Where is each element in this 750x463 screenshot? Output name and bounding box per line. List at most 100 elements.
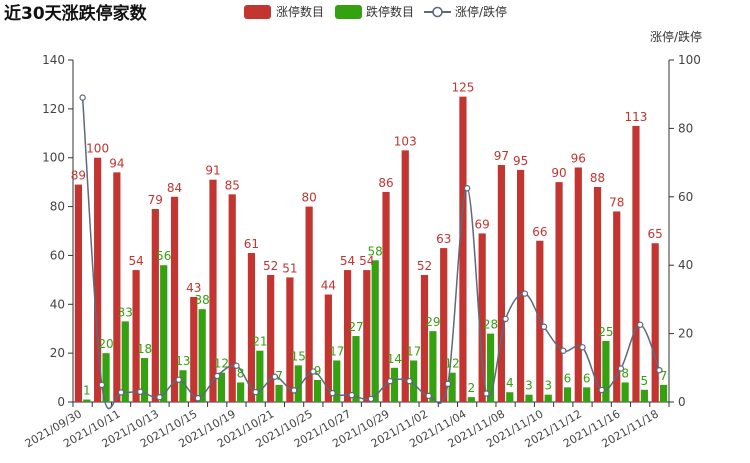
limit-up-data-label: 113 (625, 110, 648, 124)
legend-swatch-limit-down (335, 5, 362, 19)
y-left-tick-label: 60 (50, 248, 65, 262)
limit-up-data-label: 85 (225, 178, 240, 192)
ratio-point (348, 391, 355, 399)
limit-up-data-label: 54 (359, 254, 374, 268)
limit-down-bar (237, 382, 245, 402)
y-right-axis-name: 涨停/跌停 (650, 29, 702, 44)
limit-up-bar (613, 211, 621, 402)
limit-down-bar (390, 367, 399, 402)
legend-item-limit-down[interactable]: 跌停数目 (335, 4, 414, 19)
limit-down-bar (583, 387, 591, 402)
ratio-point (271, 373, 279, 380)
y-right-tick-label: 0 (678, 395, 686, 409)
ratio-point (117, 389, 125, 396)
limit-up-bar (651, 243, 659, 402)
ratio-point (137, 388, 144, 395)
ratio-point (636, 321, 644, 328)
limit-down-data-label: 7 (660, 369, 668, 383)
limit-up-data-label: 43 (186, 281, 201, 295)
limit-up-bar (324, 294, 332, 402)
ratio-point (483, 390, 490, 397)
ratio-point (213, 372, 221, 380)
limit-down-data-label: 6 (583, 371, 591, 385)
limit-up-bar (574, 167, 582, 402)
limit-down-data-label: 7 (275, 369, 283, 383)
limit-up-bar (132, 270, 140, 402)
limit-down-data-label: 56 (156, 249, 171, 263)
limit-down-bar (659, 384, 668, 402)
y-left-tick-label: 120 (42, 102, 65, 116)
limit-down-data-label: 15 (291, 349, 306, 363)
limit-down-data-label: 1 (83, 384, 91, 398)
limit-up-bar (632, 125, 640, 402)
legend-item-limit-up[interactable]: 涨停数目 (244, 4, 324, 19)
limit-up-bar (209, 179, 217, 402)
limit-up-data-label: 100 (86, 142, 109, 156)
limit-up-data-label: 61 (244, 237, 259, 251)
ratio-point (521, 290, 529, 297)
limit-up-bar (459, 96, 467, 403)
limit-up-bars (74, 96, 659, 403)
limit-down-bar (352, 336, 360, 402)
limit-down-bar (448, 372, 456, 402)
chart-title: 近30天涨跌停家数 (4, 3, 148, 24)
limit-up-data-label: 63 (436, 232, 451, 246)
data-labels: 8911002094335418795684134338911285861215… (71, 81, 668, 398)
limit-up-bar (247, 252, 256, 402)
limit-up-data-label: 125 (451, 81, 474, 95)
limit-down-bar (198, 309, 206, 402)
limit-up-data-label: 97 (494, 149, 509, 163)
limit-down-bar (121, 321, 129, 402)
limit-down-bar (621, 382, 629, 402)
limit-up-bar (74, 184, 83, 402)
ratio-point (502, 315, 509, 323)
ratio-point (329, 389, 336, 397)
y-left-tick-label: 80 (50, 200, 65, 214)
limit-up-data-label: 69 (475, 217, 490, 231)
ratio-point (406, 377, 413, 385)
limit-up-data-label: 52 (263, 259, 278, 273)
limit-up-bar (517, 169, 525, 402)
limit-up-bar (228, 194, 236, 402)
y-left-tick-label: 100 (42, 151, 65, 165)
limit-down-data-label: 13 (175, 354, 190, 368)
limit-up-data-label: 80 (301, 191, 316, 205)
limit-down-data-label: 2 (468, 381, 476, 395)
limit-down-data-label: 8 (621, 366, 629, 380)
limit-down-data-label: 4 (506, 376, 514, 390)
ratio-point (367, 395, 375, 403)
limit-down-bar (160, 265, 168, 402)
limit-down-data-label: 20 (98, 337, 113, 351)
limit-up-data-label: 51 (282, 261, 297, 275)
ratio-point (540, 323, 548, 330)
limit-down-data-label: 38 (195, 293, 210, 307)
limit-down-bar (83, 399, 91, 402)
y-right-tick-label: 40 (678, 258, 693, 272)
limit-up-data-label: 91 (205, 164, 220, 178)
limit-down-data-label: 18 (137, 342, 152, 356)
ratio-point (98, 381, 106, 389)
limit-down-bar (563, 387, 572, 402)
limit-down-bar (506, 392, 514, 402)
limit-down-bar (467, 397, 475, 402)
y-left-tick-label: 20 (50, 346, 65, 360)
legend-item-ratio[interactable]: 涨停/跌停 (424, 4, 507, 19)
legend: 涨停数目 跌停数目 涨停/跌停 (244, 4, 507, 19)
limit-up-data-label: 88 (590, 171, 605, 185)
ratio-point (425, 392, 432, 400)
limit-down-data-label: 21 (252, 335, 267, 349)
limit-up-data-label: 95 (513, 154, 528, 168)
ratio-point (444, 380, 452, 388)
limit-down-data-label: 28 (483, 318, 498, 332)
ratio-point (656, 366, 663, 374)
limit-up-data-label: 103 (394, 134, 417, 148)
y-right-tick-label: 20 (678, 327, 693, 341)
limit-up-bar (440, 248, 448, 402)
limit-up-data-label: 84 (167, 181, 182, 195)
limit-up-data-label: 52 (417, 259, 432, 273)
limit-down-data-label: 14 (387, 352, 402, 366)
y-left-tick-label: 40 (50, 297, 65, 311)
ratio-point (598, 386, 605, 394)
limit-down-bar (179, 370, 187, 402)
